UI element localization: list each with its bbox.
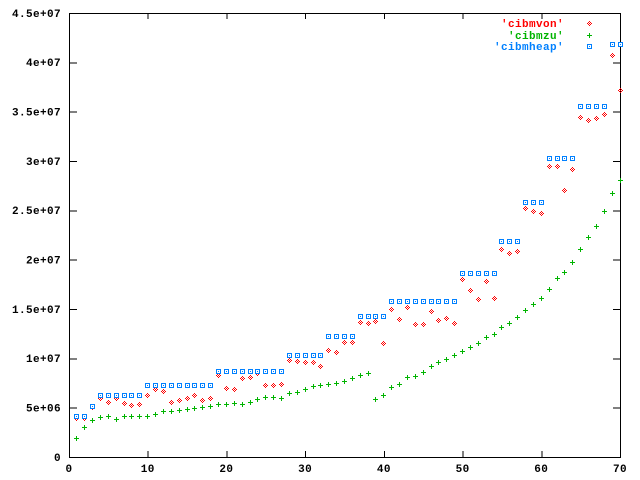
svg-text:10: 10 [141,464,155,476]
svg-text:'cibmzu': 'cibmzu' [508,31,564,43]
svg-text:50: 50 [456,464,470,476]
svg-text:2.5e+07: 2.5e+07 [12,206,61,218]
svg-text:3e+07: 3e+07 [26,157,61,169]
svg-text:3.5e+07: 3.5e+07 [12,108,61,120]
svg-text:'cibmheap': 'cibmheap' [494,42,564,54]
svg-text:'cibmvon': 'cibmvon' [501,19,564,31]
svg-text:2e+07: 2e+07 [26,256,61,268]
svg-text:0: 0 [54,453,61,465]
svg-text:20: 20 [219,464,233,476]
svg-text:60: 60 [534,464,548,476]
svg-text:0: 0 [65,464,72,476]
svg-text:1.5e+07: 1.5e+07 [12,305,61,317]
svg-text:4e+07: 4e+07 [26,58,61,70]
svg-text:70: 70 [613,464,627,476]
svg-text:1e+07: 1e+07 [26,354,61,366]
svg-text:40: 40 [377,464,391,476]
svg-text:5e+06: 5e+06 [26,404,61,416]
svg-text:4.5e+07: 4.5e+07 [12,9,61,21]
svg-text:30: 30 [298,464,312,476]
